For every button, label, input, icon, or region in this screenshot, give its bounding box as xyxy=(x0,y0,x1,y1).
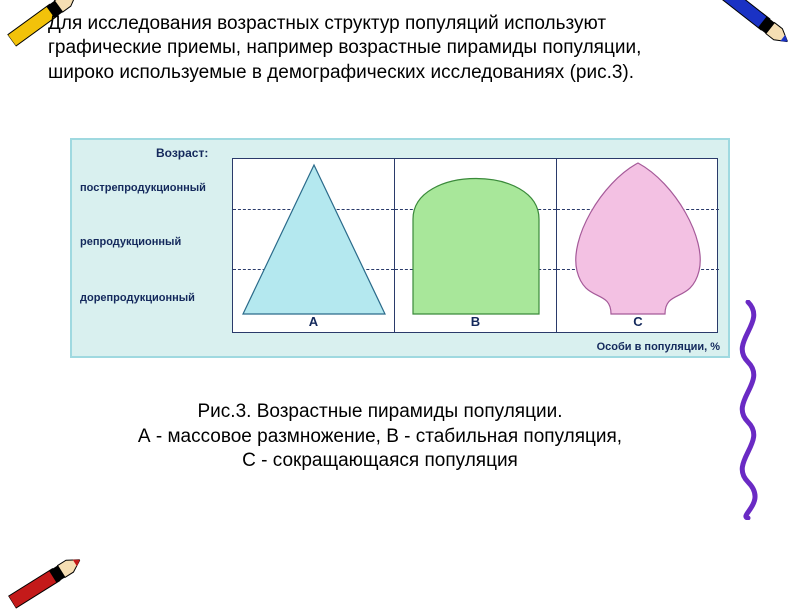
figure-3: Возраст: пострепродукционный репродукцио… xyxy=(70,138,730,358)
axis-level-3: дорепродукционный xyxy=(80,292,195,304)
caption-line-3: С - сокращающаяся популяция xyxy=(100,449,660,474)
panel-c: C xyxy=(557,159,719,332)
panel-letter-a: A xyxy=(309,314,318,329)
pyramid-shape-b xyxy=(395,159,557,334)
panel-b: B xyxy=(395,159,557,332)
crayon-red xyxy=(5,549,87,613)
panel-a: A xyxy=(233,159,395,332)
intro-paragraph: Для исследования возрастных структур поп… xyxy=(48,12,658,85)
panel-letter-c: C xyxy=(633,314,642,329)
caption-line-1: Рис.3. Возрастные пирамиды популяции. xyxy=(100,400,660,425)
crayon-blue xyxy=(716,0,795,52)
pyramid-shape-c xyxy=(557,159,719,334)
y-axis-labels: пострепродукционный репродукционный доре… xyxy=(80,164,232,324)
axis-level-2: репродукционный xyxy=(80,236,181,248)
figure-caption: Рис.3. Возрастные пирамиды популяции. А … xyxy=(100,400,660,474)
caption-line-2: А - массовое размножение, В - стабильная… xyxy=(100,425,660,450)
axis-level-1: пострепродукционный xyxy=(80,182,206,194)
axis-title: Возраст: xyxy=(156,146,208,160)
x-axis-label: Особи в популяции, % xyxy=(597,341,720,353)
pyramid-shape-a xyxy=(233,159,395,334)
chart-panels: A B C xyxy=(232,158,718,333)
panel-letter-b: B xyxy=(471,314,480,329)
